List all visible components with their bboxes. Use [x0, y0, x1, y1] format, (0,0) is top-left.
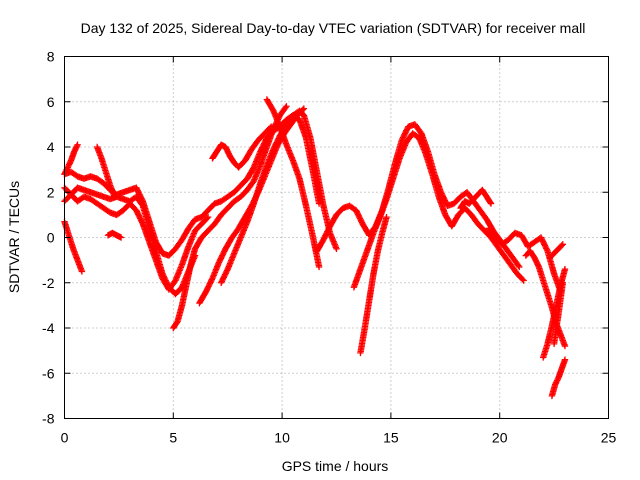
- y-tick-label: 6: [47, 94, 55, 110]
- series-trace-7: [104, 229, 125, 241]
- data-point: [268, 123, 275, 130]
- axis-ticks: 0 5 10 15 20 25 -8 -6 -4 -2 0 2 4 6 8: [42, 49, 616, 446]
- series-trace-11: [209, 123, 275, 171]
- data-point: [266, 124, 274, 131]
- data-point: [283, 103, 290, 110]
- data-point: [282, 104, 289, 111]
- data-point: [315, 263, 323, 271]
- series-trace-14: [350, 130, 527, 291]
- series-trace-20: [546, 241, 567, 262]
- x-tick-label: 0: [61, 430, 69, 446]
- series-trace-12: [263, 96, 323, 271]
- data-point: [383, 213, 390, 221]
- series-trace-4: [61, 141, 81, 178]
- data-point: [315, 200, 323, 207]
- data-point: [515, 262, 522, 269]
- series-trace-5: [61, 218, 86, 275]
- data-point: [516, 263, 523, 271]
- data-point: [203, 215, 211, 222]
- data-point: [487, 200, 495, 207]
- series-trace-10: [217, 107, 340, 286]
- data-point: [487, 199, 494, 206]
- x-tick-label: 5: [169, 430, 177, 446]
- series-trace-21: [548, 356, 569, 400]
- data-point: [561, 342, 569, 350]
- y-tick-label: 4: [47, 139, 55, 155]
- data-point: [74, 141, 81, 148]
- data-point: [78, 268, 86, 275]
- y-tick-label: -2: [42, 275, 55, 291]
- data-point: [138, 196, 146, 204]
- data-point: [333, 245, 340, 253]
- data-point: [561, 356, 569, 363]
- chart-title: Day 132 of 2025, Sidereal Day-to-day VTE…: [81, 20, 586, 36]
- series-trace-8: [170, 103, 290, 332]
- series-trace-22: [550, 279, 567, 348]
- data-point: [561, 265, 569, 273]
- series-trace-17: [485, 225, 564, 295]
- y-tick-label: -8: [42, 411, 55, 427]
- y-axis-label: SDTVAR / TECUs: [6, 181, 22, 293]
- x-axis-label: GPS time / hours: [282, 458, 389, 474]
- y-tick-label: -6: [42, 365, 55, 381]
- data-point: [111, 193, 118, 200]
- data-point: [559, 279, 567, 286]
- x-tick-label: 10: [274, 430, 290, 446]
- data-point: [117, 234, 125, 241]
- x-tick-label: 20: [492, 430, 508, 446]
- series-trace-15: [357, 213, 390, 357]
- data-markers: [61, 96, 569, 400]
- x-tick-label: 25: [601, 430, 617, 446]
- data-point: [558, 242, 565, 249]
- data-point: [73, 142, 81, 150]
- y-tick-label: 0: [47, 230, 55, 246]
- data-point: [223, 267, 231, 274]
- y-tick-label: 8: [47, 49, 55, 65]
- series-trace-6: [93, 143, 118, 200]
- data-point: [204, 213, 212, 221]
- y-tick-label: -4: [42, 320, 55, 336]
- data-point: [559, 241, 567, 248]
- data-point: [543, 246, 551, 253]
- data-point: [520, 277, 527, 284]
- data-point: [208, 276, 216, 283]
- series-trace-13: [313, 121, 523, 271]
- y-tick-label: 2: [47, 184, 55, 200]
- data-point: [519, 276, 526, 283]
- data-point: [300, 105, 308, 112]
- series-trace-16: [457, 186, 495, 212]
- x-tick-label: 15: [383, 430, 399, 446]
